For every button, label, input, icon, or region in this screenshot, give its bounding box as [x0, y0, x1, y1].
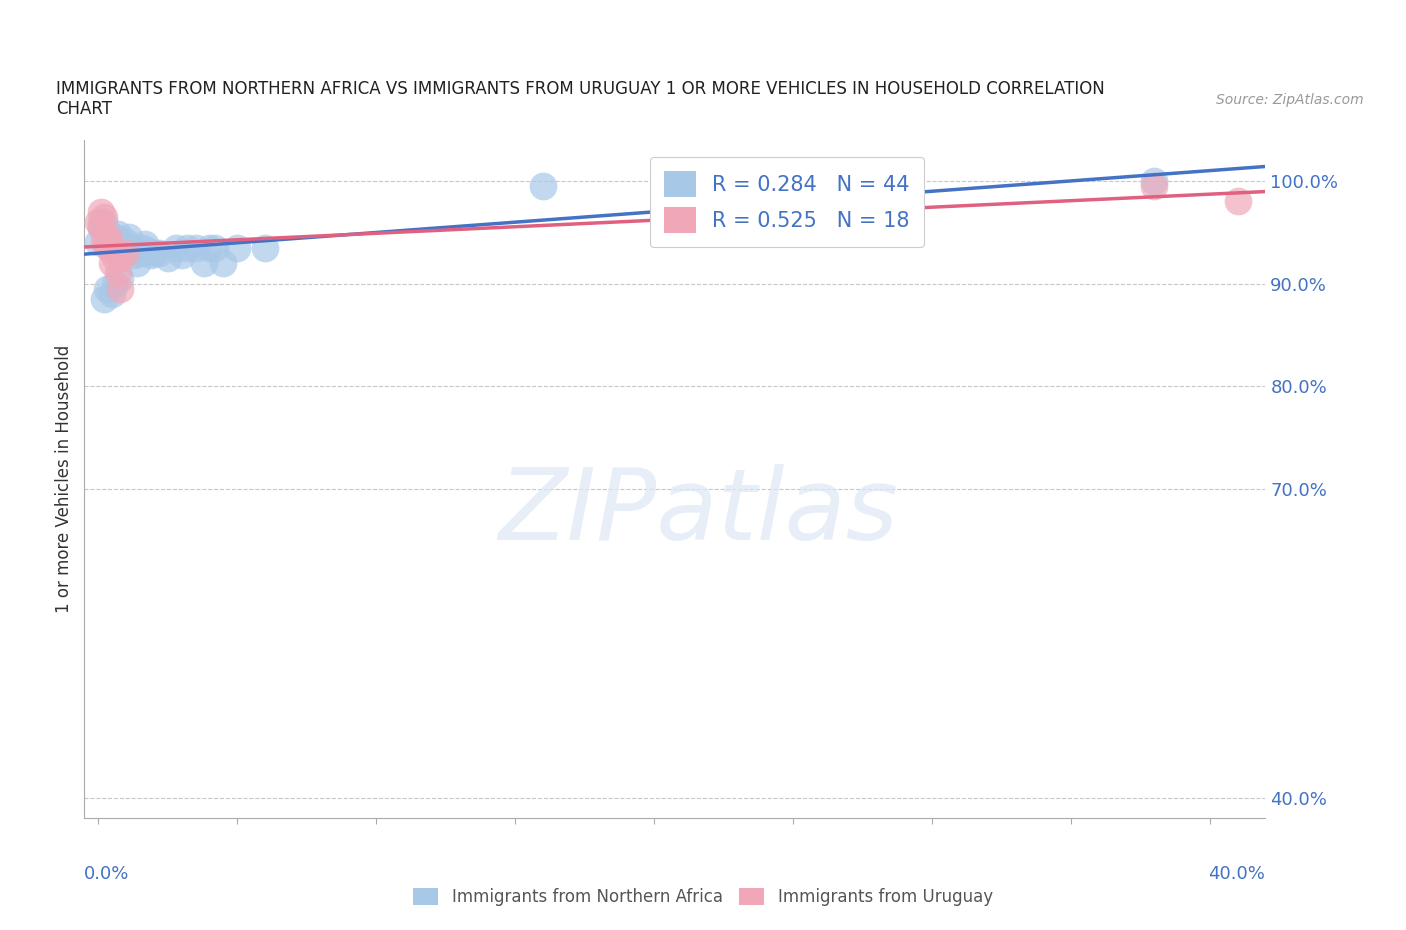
Point: [90, 204, 112, 219]
Point: [115, 246, 138, 260]
Point: [90, 219, 112, 234]
Point: [107, 266, 129, 281]
Point: [104, 250, 127, 265]
Point: [96, 235, 118, 250]
Text: CHART: CHART: [56, 100, 112, 118]
Point: [118, 230, 141, 245]
Point: [96, 225, 118, 240]
Point: [96, 281, 118, 296]
Point: [110, 235, 132, 250]
Point: [90, 219, 112, 234]
Point: [204, 240, 226, 255]
Point: [96, 235, 118, 250]
Point: [98, 230, 121, 245]
Point: [101, 256, 124, 271]
Point: [121, 240, 143, 255]
Point: [104, 246, 127, 260]
Text: ZIPatlas: ZIPatlas: [499, 464, 898, 562]
Point: [124, 247, 146, 262]
Point: [101, 286, 124, 301]
Point: [165, 240, 187, 255]
Point: [253, 240, 276, 255]
Point: [104, 276, 127, 291]
Point: [136, 243, 159, 258]
Point: [142, 246, 165, 260]
Point: [93, 235, 115, 250]
Point: [93, 219, 115, 234]
Point: [93, 291, 115, 306]
Point: [107, 227, 129, 242]
Point: [110, 250, 132, 265]
Point: [1226, 193, 1249, 208]
Point: [104, 230, 127, 245]
Point: [176, 240, 198, 255]
Point: [115, 235, 138, 250]
Point: [98, 240, 121, 255]
Text: Source: ZipAtlas.com: Source: ZipAtlas.com: [1216, 93, 1364, 107]
Point: [193, 256, 215, 271]
Point: [87, 235, 110, 250]
Point: [531, 179, 554, 193]
Point: [110, 271, 132, 286]
Point: [90, 214, 112, 229]
Point: [170, 247, 193, 262]
Point: [212, 256, 235, 271]
Point: [110, 281, 132, 296]
Text: 0.0%: 0.0%: [84, 865, 129, 883]
Point: [226, 240, 249, 255]
Point: [139, 247, 162, 262]
Point: [156, 250, 179, 265]
Point: [127, 256, 149, 271]
Point: [132, 240, 155, 255]
Point: [148, 246, 170, 260]
Point: [101, 235, 124, 250]
Point: [134, 237, 156, 252]
Point: [184, 240, 207, 255]
Point: [87, 214, 110, 229]
Point: [1143, 173, 1166, 188]
Legend: R = 0.284   N = 44, R = 0.525   N = 18: R = 0.284 N = 44, R = 0.525 N = 18: [650, 157, 924, 247]
Point: [96, 235, 118, 250]
Point: [198, 240, 221, 255]
Point: [93, 209, 115, 224]
Point: [129, 246, 152, 260]
Point: [1143, 179, 1166, 193]
Point: [93, 214, 115, 229]
Point: [98, 240, 121, 255]
Legend: Immigrants from Northern Africa, Immigrants from Uruguay: Immigrants from Northern Africa, Immigra…: [406, 881, 1000, 912]
Point: [98, 230, 121, 245]
Text: IMMIGRANTS FROM NORTHERN AFRICA VS IMMIGRANTS FROM URUGUAY 1 OR MORE VEHICLES IN: IMMIGRANTS FROM NORTHERN AFRICA VS IMMIG…: [56, 80, 1105, 98]
Text: 40.0%: 40.0%: [1209, 865, 1265, 883]
Point: [112, 240, 135, 255]
Y-axis label: 1 or more Vehicles in Household: 1 or more Vehicles in Household: [55, 345, 73, 613]
